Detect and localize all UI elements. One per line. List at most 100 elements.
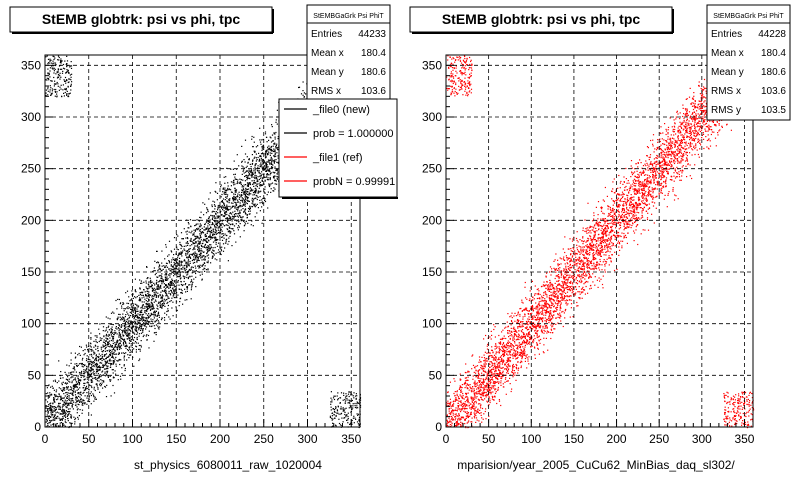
data-point xyxy=(141,309,143,311)
data-point xyxy=(126,307,128,309)
data-point xyxy=(222,223,224,225)
data-point xyxy=(254,171,256,173)
data-point xyxy=(258,172,261,174)
data-point xyxy=(243,184,245,186)
data-point xyxy=(134,322,136,324)
data-point xyxy=(272,160,274,162)
data-point xyxy=(170,270,172,272)
data-point xyxy=(114,344,116,346)
data-point xyxy=(146,323,148,325)
data-point xyxy=(179,297,182,299)
data-point xyxy=(180,251,182,253)
data-point xyxy=(94,358,96,361)
data-point xyxy=(172,268,174,270)
data-point xyxy=(90,338,92,340)
data-point xyxy=(224,219,226,221)
data-point xyxy=(199,233,201,235)
data-point xyxy=(222,250,225,252)
data-point xyxy=(233,197,235,199)
data-point xyxy=(209,244,211,246)
data-point xyxy=(54,418,56,420)
data-point xyxy=(140,319,142,322)
data-point xyxy=(269,178,271,180)
data-point xyxy=(76,409,78,411)
data-point xyxy=(59,413,61,415)
data-point xyxy=(118,348,121,350)
data-point xyxy=(148,347,150,349)
data-point xyxy=(99,374,101,376)
data-point xyxy=(248,183,250,185)
data-point xyxy=(75,379,77,381)
data-point xyxy=(245,175,247,177)
data-point xyxy=(62,397,64,399)
data-point xyxy=(125,329,127,331)
data-point xyxy=(179,301,181,303)
data-point xyxy=(272,171,274,173)
data-point xyxy=(152,308,154,310)
data-point xyxy=(104,364,106,366)
data-point xyxy=(266,169,268,172)
data-point xyxy=(63,401,65,403)
data-point xyxy=(110,353,112,355)
data-point xyxy=(61,390,64,392)
data-point xyxy=(66,388,68,390)
data-point xyxy=(136,323,138,325)
data-point xyxy=(223,210,225,212)
data-point xyxy=(96,385,98,387)
data-point xyxy=(270,146,272,148)
data-point xyxy=(72,400,74,402)
data-point xyxy=(118,336,120,338)
data-point xyxy=(94,360,96,362)
data-point xyxy=(61,382,63,384)
data-point xyxy=(59,395,61,397)
data-point xyxy=(149,325,151,327)
data-point xyxy=(246,176,248,178)
data-point xyxy=(231,206,233,208)
data-point xyxy=(120,347,122,350)
data-point xyxy=(65,401,67,403)
data-point xyxy=(174,297,176,299)
data-point xyxy=(214,228,216,230)
data-point xyxy=(270,163,272,165)
data-point xyxy=(153,282,155,284)
data-point xyxy=(165,288,167,290)
data-point xyxy=(74,385,76,387)
data-point xyxy=(206,207,208,209)
data-point xyxy=(67,392,69,394)
data-point xyxy=(146,303,148,305)
data-point xyxy=(101,359,103,362)
data-point xyxy=(188,284,190,286)
data-point xyxy=(206,221,208,223)
data-point xyxy=(121,352,123,354)
data-point xyxy=(155,300,157,302)
data-point xyxy=(148,306,150,308)
data-point xyxy=(157,285,159,287)
data-point xyxy=(163,283,165,285)
data-point xyxy=(96,370,98,372)
data-point xyxy=(249,206,251,208)
data-point xyxy=(228,227,230,229)
data-point xyxy=(106,362,108,364)
data-point xyxy=(238,201,240,203)
data-point xyxy=(115,342,117,344)
data-point xyxy=(200,239,202,241)
data-point xyxy=(94,335,96,337)
data-point xyxy=(243,204,245,206)
data-point xyxy=(112,362,114,364)
data-point xyxy=(185,237,187,239)
data-point xyxy=(50,416,52,418)
data-point xyxy=(189,262,191,264)
data-point xyxy=(122,352,124,354)
data-point xyxy=(152,321,154,323)
data-point xyxy=(48,418,50,420)
data-point xyxy=(85,359,88,362)
data-point xyxy=(185,283,187,285)
data-point xyxy=(61,413,63,415)
data-point xyxy=(172,282,174,284)
data-point xyxy=(58,403,60,405)
data-point xyxy=(193,229,195,231)
data-point xyxy=(228,230,230,232)
data-point xyxy=(269,149,271,151)
data-point xyxy=(140,346,142,348)
data-point xyxy=(175,265,177,267)
